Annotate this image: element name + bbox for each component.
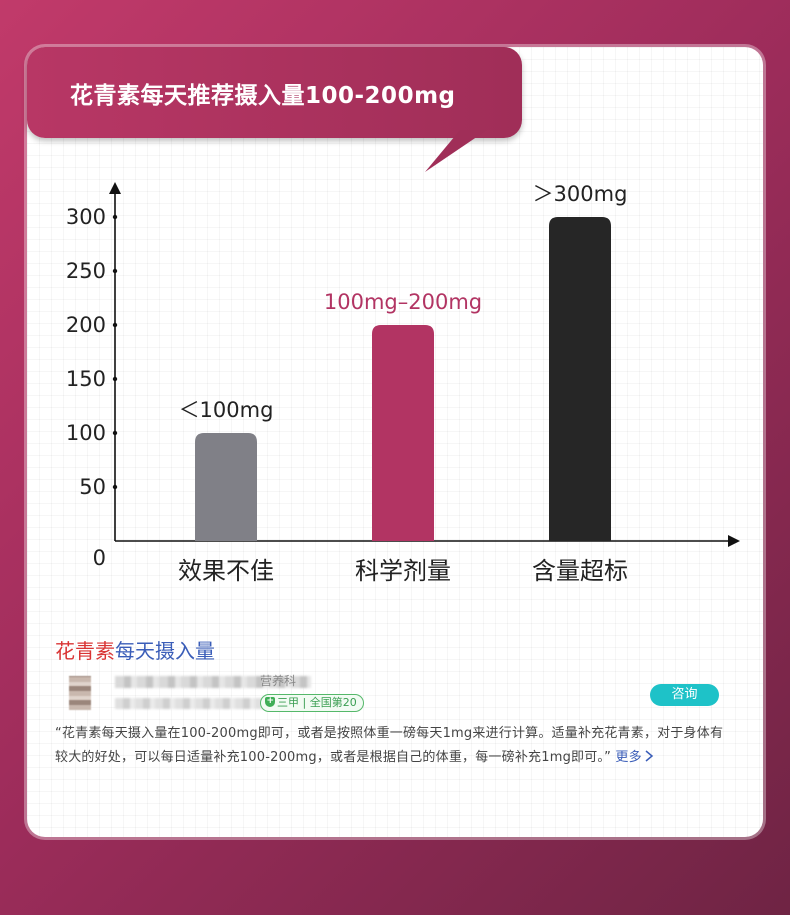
banner-title: 花青素每天推荐摄入量100-200mg xyxy=(70,83,456,109)
bar-label-3: ＞300mg xyxy=(533,182,628,206)
x-axis-category-labels: 效果不佳 科学剂量 含量超标 xyxy=(178,557,628,585)
y-tick-label: 250 xyxy=(66,259,106,283)
blurred-author-name xyxy=(115,676,311,688)
hospital-rank-badge: 三甲 | 全国第20 xyxy=(260,693,364,712)
y-tick-label: 200 xyxy=(66,313,106,337)
bar-label-2: 100mg–200mg xyxy=(324,290,482,314)
shield-icon xyxy=(265,693,275,709)
bar-2 xyxy=(372,325,434,541)
more-link[interactable]: 更多 xyxy=(615,750,653,765)
source-title-highlight: 花青素 xyxy=(55,639,115,663)
speech-bubble-tail xyxy=(425,130,487,172)
category-label-2: 科学剂量 xyxy=(355,557,451,585)
bar-1 xyxy=(195,433,257,541)
author-row: 营养科 三甲 | 全国第20 咨询 xyxy=(55,672,735,716)
title-banner xyxy=(27,47,522,138)
y-tick-mark xyxy=(112,484,118,490)
y-tick-mark xyxy=(112,376,118,382)
bar-3 xyxy=(549,217,611,541)
blurred-hospital-name xyxy=(115,698,310,709)
source-title: 花青素每天摄入量 xyxy=(55,636,735,666)
y-tick-label: 50 xyxy=(79,475,106,499)
chevron-right-icon xyxy=(645,750,653,762)
bar-label-1: ＜100mg xyxy=(179,398,274,422)
avatar xyxy=(69,676,91,710)
y-tick-label: 300 xyxy=(66,205,106,229)
more-link-label: 更多 xyxy=(615,750,642,765)
y-tick-mark xyxy=(112,430,118,436)
source-title-rest: 每天摄入量 xyxy=(115,639,215,663)
source-quote: “花青素每天摄入量在100-200mg即可，或者是按照体重一磅每天1mg来进行计… xyxy=(55,722,735,770)
category-label-3: 含量超标 xyxy=(532,557,628,585)
source-section: 花青素每天摄入量 营养科 三甲 | 全国第20 咨询 “花青素每天摄入量在100… xyxy=(55,636,735,770)
bar-value-labels: ＜100mg 100mg–200mg ＞300mg xyxy=(179,182,628,422)
department-label: 营养科 xyxy=(260,674,297,688)
bar-chart: 0 50 100 150 200 250 300 ＜100mg 100mg–200mg ＞300… xyxy=(66,182,740,585)
y-tick-label: 150 xyxy=(66,367,106,391)
chart-bars xyxy=(195,217,611,541)
y-tick-mark xyxy=(112,322,118,328)
quote-text: “花青素每天摄入量在100-200mg即可，或者是按照体重一磅每天1mg来进行计… xyxy=(55,726,724,765)
consult-button[interactable]: 咨询 xyxy=(650,684,719,706)
y-tick-label: 100 xyxy=(66,421,106,445)
y-tick-label: 0 xyxy=(93,546,106,570)
y-tick-mark xyxy=(112,214,118,220)
y-axis-ticks: 0 50 100 150 200 250 300 xyxy=(66,205,118,570)
y-axis-arrow xyxy=(109,182,121,194)
badge-text: 三甲 | 全国第20 xyxy=(277,696,357,709)
y-tick-mark xyxy=(112,268,118,274)
x-axis-arrow xyxy=(728,535,740,547)
category-label-1: 效果不佳 xyxy=(178,557,274,585)
